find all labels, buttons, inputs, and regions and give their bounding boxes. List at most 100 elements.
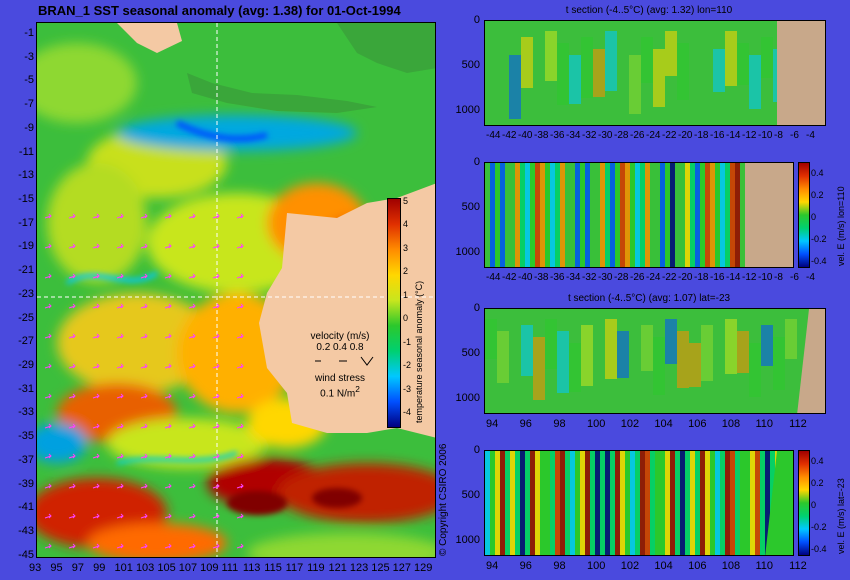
colorbar-tick: 5 (403, 196, 409, 206)
lat-tick: -27 (18, 335, 34, 348)
wind-arrow-icon (140, 543, 148, 549)
wind-arrow-icon (212, 423, 220, 429)
velocity-legend-scale: 0.2 0.4 0.8 (316, 342, 364, 353)
velocity-section-plot[interactable] (484, 162, 794, 268)
wind-arrow-icon (212, 483, 220, 489)
depth-tick: 1000 (455, 534, 480, 546)
lon-tick: 95 (50, 562, 63, 574)
depth-tick: 1000 (455, 246, 480, 258)
wind-arrow-icon (188, 243, 196, 249)
section-x-tick: 94 (486, 418, 499, 430)
wind-arrow-icon (92, 243, 100, 249)
wind-arrow-icon (140, 363, 148, 369)
section-x-tick: -16 (710, 272, 725, 283)
section-x-tick: -36 (550, 272, 565, 283)
lat-tick: -41 (18, 501, 34, 514)
wind-arrow-icon (188, 543, 196, 549)
colorbar-tick: -1 (403, 336, 412, 347)
section-x-tick: 98 (553, 560, 566, 572)
lon-tick: 119 (307, 562, 325, 574)
wind-arrow-icon (116, 363, 124, 369)
wind-arrow-icon (44, 363, 52, 369)
section-x-tick: -18 (694, 130, 709, 141)
temperature-section-plot[interactable] (484, 20, 826, 126)
wind-arrow-icon (212, 333, 220, 339)
wind-arrow-icon (68, 423, 76, 429)
section-x-tick: -20 (678, 130, 693, 141)
section-x-tick: -44 (486, 130, 501, 141)
section-x-tick: -24 (646, 272, 661, 283)
colorbar-tick: 3 (403, 242, 409, 253)
wind-arrow-icon (92, 213, 100, 219)
wind-arrow-icon (68, 273, 76, 279)
colorbar-label: temperature seasonal anomaly (°C) (414, 280, 424, 423)
wind-arrow-icon (164, 393, 172, 399)
section-x-tick: 96 (519, 560, 532, 572)
section-x-tick: -36 (550, 130, 565, 141)
wind-arrow-icon (44, 543, 52, 549)
section-x-tick: 96 (519, 418, 532, 430)
section-x-tick: -4 (806, 130, 815, 141)
wind-arrow-icon (92, 333, 100, 339)
wind-arrow-icon (188, 423, 196, 429)
wind-arrow-icon (212, 543, 220, 549)
wind-arrow-icon (164, 333, 172, 339)
section-title: t section (-4..5°C) (avg: 1.32) lon=110 (565, 5, 733, 16)
section-x-tick: -24 (646, 130, 661, 141)
lon-tick: 103 (135, 562, 155, 574)
lat-tick: -5 (24, 74, 34, 87)
wind-arrow-icon (188, 333, 196, 339)
velocity-colorbar-tick: 0 (811, 212, 817, 222)
wind-arrow-icon (92, 363, 100, 369)
depth-tick: 0 (473, 444, 480, 456)
wind-arrow-icon (44, 213, 52, 219)
colorbar-ticks: 5 4 3 2 1 0 -1 -2 -3 -4 (403, 196, 423, 428)
wind-arrow-icon (140, 393, 148, 399)
lon-tick: 129 (414, 562, 433, 574)
lat-tick: -19 (18, 240, 34, 253)
wind-arrow-icon (116, 423, 124, 429)
wind-arrow-icon (188, 483, 196, 489)
lat-tick: -21 (18, 264, 34, 277)
lon-tick: 105 (157, 562, 176, 574)
velocity-colorbar-tick: 0.2 (811, 478, 824, 488)
wind-arrow-icon (236, 363, 244, 369)
borneo-island (337, 23, 435, 73)
lat-tick: -25 (18, 311, 34, 324)
wind-arrow-icon (44, 273, 52, 279)
section-x-tick: -44 (486, 272, 501, 283)
wind-arrow-icon (140, 303, 148, 309)
lat-tick: -7 (24, 98, 34, 111)
velocity-legend-title: velocity (m/s) (310, 331, 370, 342)
velocity-section-plot[interactable] (484, 450, 794, 556)
wind-stress-arrows (44, 213, 244, 549)
sst-anomaly-field (37, 23, 435, 557)
wind-arrow-icon (92, 273, 100, 279)
wind-arrow-icon (116, 303, 124, 309)
section-x-tick: -30 (598, 272, 613, 283)
wind-arrow-icon (236, 213, 244, 219)
wind-arrow-icon (116, 333, 124, 339)
section-x-tick: 110 (755, 560, 774, 572)
section-x-tick: 100 (587, 560, 606, 572)
wind-arrow-icon (44, 303, 52, 309)
section-x-tick: -40 (518, 130, 533, 141)
lon-tick: 117 (285, 562, 304, 574)
depth-tick: 0 (473, 302, 480, 314)
lat-tick: -15 (18, 193, 34, 206)
lat-tick: -45 (18, 548, 34, 561)
wind-arrow-icon (140, 513, 148, 519)
wind-arrow-icon (92, 393, 100, 399)
wind-arrow-icon (188, 213, 196, 219)
java-island (187, 73, 377, 113)
lon-tick: 121 (328, 562, 347, 574)
wind-arrow-icon (140, 213, 148, 219)
wind-arrow-icon (236, 303, 244, 309)
sst-anomaly-map[interactable]: 5 4 3 2 1 0 -1 -2 -3 -4 temperature seasonal anom… (36, 22, 436, 558)
section-x-tick: -30 (598, 130, 613, 141)
wind-arrow-icon (68, 303, 76, 309)
wind-arrow-icon (68, 453, 76, 459)
temperature-section-plot[interactable] (484, 308, 826, 414)
wind-legend-scale: 0.1 N/m2 (320, 384, 360, 400)
wind-arrow-icon (212, 453, 220, 459)
